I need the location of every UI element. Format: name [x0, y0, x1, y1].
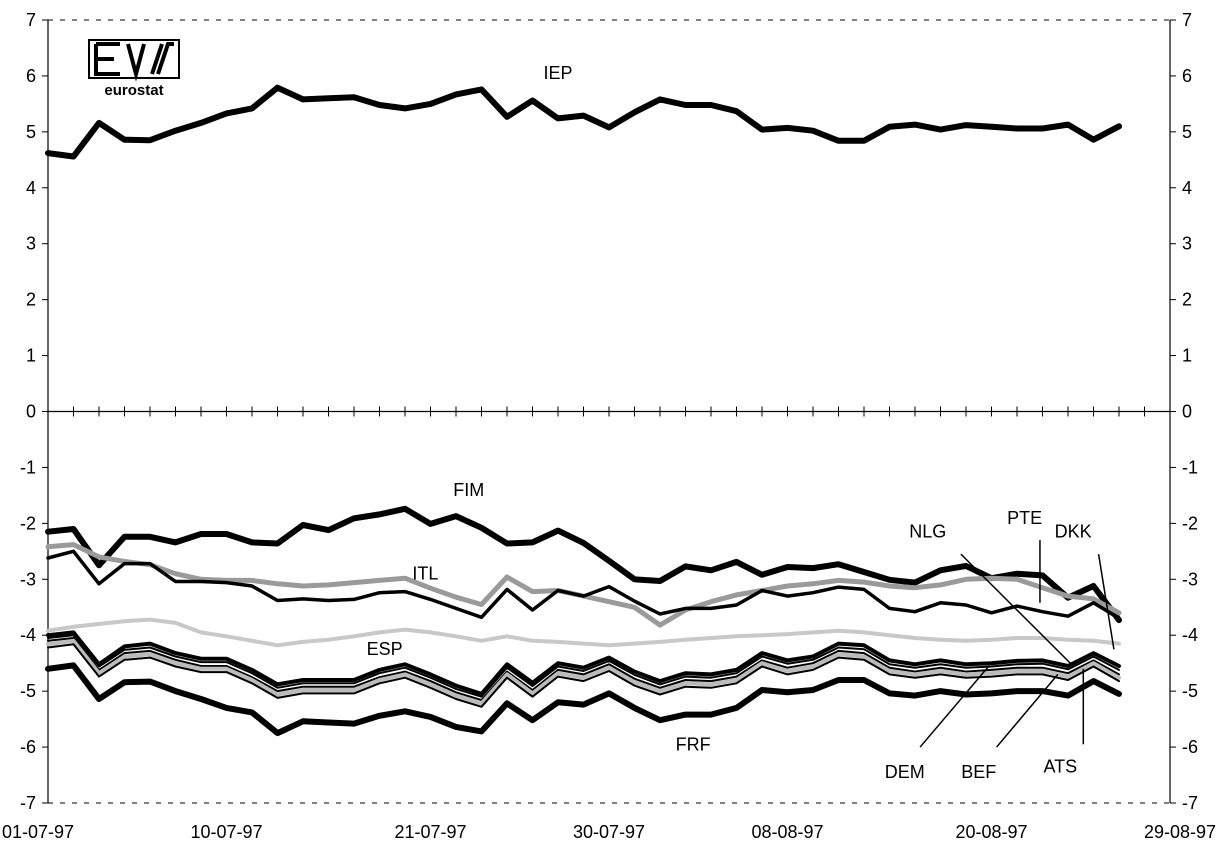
series-label-pte: PTE [1007, 508, 1042, 528]
y-tick-label-right: -2 [1182, 513, 1198, 533]
y-tick-label-left: -3 [20, 569, 36, 589]
series-line-iep [45, 84, 1122, 160]
y-tick-label-left: 7 [26, 10, 36, 30]
series-label-bef: BEF [961, 762, 996, 782]
series-line-nlg [47, 634, 1120, 698]
y-tick-label-left: 1 [26, 346, 36, 366]
y-tick-label-right: 6 [1182, 66, 1192, 86]
y-tick-label-left: 5 [26, 122, 36, 142]
series-line-esp [46, 617, 1121, 648]
y-tick-label-left: -6 [20, 737, 36, 757]
y-tick-label-left: -1 [20, 457, 36, 477]
series-label-fim: FIM [453, 480, 484, 500]
y-tick-label-right: 7 [1182, 10, 1192, 30]
series-label-ats: ATS [1044, 757, 1078, 777]
y-tick-label-left: -5 [20, 681, 36, 701]
y-tick-label-right: -6 [1182, 737, 1198, 757]
x-tick-label: 29-08-97 [1144, 822, 1216, 842]
series-line-bef [46, 638, 1121, 706]
x-tick-label: 10-07-97 [190, 822, 262, 842]
series-label-dem: DEM [885, 762, 925, 782]
x-tick-label: 20-08-97 [955, 822, 1027, 842]
y-tick-label-right: -7 [1182, 793, 1198, 813]
series-line-itl [45, 542, 1122, 628]
y-tick-label-left: 2 [26, 290, 36, 310]
eurostat-logo: eurostat [88, 39, 180, 99]
y-tick-label-right: 1 [1182, 346, 1192, 366]
y-tick-label-left: -2 [20, 513, 36, 533]
y-tick-label-right: 2 [1182, 290, 1192, 310]
y-tick-label-right: -1 [1182, 457, 1198, 477]
y-tick-label-right: 5 [1182, 122, 1192, 142]
leader-line-dkk [1097, 553, 1115, 650]
y-tick-label-right: -4 [1182, 625, 1198, 645]
series-label-frf: FRF [676, 734, 711, 754]
leader-line-dem [919, 665, 990, 748]
x-tick-label: 08-08-97 [751, 822, 823, 842]
series-label-itl: ITL [412, 564, 438, 584]
y-tick-label-left: 4 [26, 178, 36, 198]
leader-line-bef [996, 673, 1059, 748]
leader-line-nlg [960, 553, 1074, 667]
y-tick-label-left: 0 [26, 402, 36, 422]
logo-mark-icon [94, 42, 174, 82]
series-label-iep: IEP [543, 63, 572, 83]
y-tick-label-right: -5 [1182, 681, 1198, 701]
logo-box-icon [88, 39, 180, 79]
y-tick-label-left: -7 [20, 793, 36, 813]
x-tick-label: 30-07-97 [573, 822, 645, 842]
series-labels: IEP FIM ITL PTE ESP DKK NLG DEM BEF ATS FRF [367, 63, 1115, 782]
series-line-frf [45, 662, 1122, 737]
y-tick-label-right: 0 [1182, 402, 1192, 422]
series-line-ats [47, 643, 1120, 708]
series-layer [45, 84, 1122, 737]
y-tick-label-left: 6 [26, 66, 36, 86]
axes: -7 -7 -6 -6 -5 -5 -4 -4 -3 -3 -2 -2 -1 -1 0 0 1 1 2 2 3 3 4 4 5 5… [2, 10, 1216, 842]
series-label-esp: ESP [367, 639, 403, 659]
y-tick-label-right: 4 [1182, 178, 1192, 198]
logo-text: eurostat [104, 82, 163, 99]
y-tick-label-right: 3 [1182, 234, 1192, 254]
series-line-dkk [46, 630, 1121, 696]
y-tick-label-left: 3 [26, 234, 36, 254]
series-label-nlg: NLG [909, 522, 946, 542]
series-line-fim [45, 505, 1122, 624]
series-line-dem [47, 637, 1120, 702]
y-tick-label-left: -4 [20, 625, 36, 645]
x-tick-label: 01-07-97 [2, 822, 74, 842]
x-tick-label: 21-07-97 [394, 822, 466, 842]
series-label-dkk: DKK [1055, 522, 1092, 542]
series-line-pte [46, 549, 1121, 621]
y-tick-label-right: -3 [1182, 569, 1198, 589]
